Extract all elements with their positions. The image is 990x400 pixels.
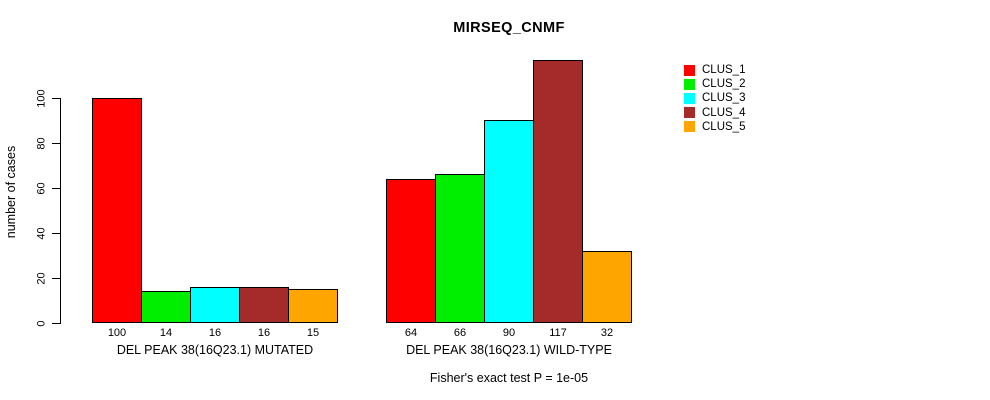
bar-clus_5-group1 [288, 289, 338, 323]
bar-value-label: 16 [257, 327, 271, 339]
y-axis-tick [52, 143, 60, 144]
legend-label: CLUS_1 [702, 64, 746, 76]
bar-value-label: 90 [502, 327, 516, 339]
bar-value-label: 100 [107, 327, 127, 339]
bar-clus_4-group1 [239, 287, 289, 323]
bar-value-label: 16 [208, 327, 222, 339]
chart-title: MIRSEQ_CNMF [453, 20, 565, 36]
y-axis-tick [52, 188, 60, 189]
legend-item: CLUS_3 [684, 92, 745, 104]
bar-value-label: 66 [453, 327, 467, 339]
y-axis-tick [52, 233, 60, 234]
bar-clus_1-group2 [386, 179, 436, 323]
legend-swatch-icon [684, 92, 695, 104]
bar-clus_2-group2 [435, 174, 485, 323]
bar-value-label: 15 [306, 327, 320, 339]
y-axis-label: number of cases [4, 145, 18, 239]
bar-clus_4-group2 [533, 60, 583, 323]
y-axis-tick-label: 80 [35, 136, 48, 150]
legend-swatch-icon [684, 78, 695, 90]
bar-clus_3-group1 [190, 287, 240, 323]
legend-label: CLUS_5 [702, 120, 746, 133]
y-axis-tick-label: 0 [35, 319, 48, 327]
bar-value-label: 64 [404, 327, 418, 339]
legend-label: CLUS_3 [702, 92, 746, 105]
legend-swatch-icon [684, 107, 695, 119]
bar-clus_5-group2 [582, 251, 632, 323]
y-axis-tick [52, 323, 60, 324]
legend-item: CLUS_5 [684, 121, 745, 133]
x-group-label: DEL PEAK 38(16Q23.1) MUTATED [116, 343, 314, 357]
legend-label: CLUS_2 [702, 78, 746, 91]
legend-swatch-icon [684, 64, 695, 76]
bar-value-label: 32 [600, 327, 614, 339]
y-axis-tick-label: 40 [35, 226, 48, 240]
legend-item: CLUS_2 [684, 78, 745, 90]
y-axis-tick-label: 60 [35, 181, 48, 195]
bar-value-label: 14 [159, 327, 173, 339]
x-group-label: DEL PEAK 38(16Q23.1) WILD-TYPE [406, 343, 612, 357]
bar-value-label: 117 [549, 327, 567, 339]
legend-label: CLUS_4 [702, 106, 746, 119]
legend-item: CLUS_1 [684, 64, 745, 76]
y-axis-tick-label: 100 [35, 88, 48, 108]
y-axis-tick [52, 98, 60, 99]
legend-item: CLUS_4 [684, 107, 745, 119]
bar-clus_1-group1 [92, 98, 142, 323]
y-axis-tick [52, 278, 60, 279]
legend-swatch-icon [684, 121, 695, 133]
chart-footer: Fisher's exact test P = 1e-05 [429, 371, 589, 385]
y-axis-line [60, 98, 61, 324]
bar-clus_3-group2 [484, 120, 534, 323]
y-axis-tick-label: 20 [35, 271, 48, 285]
bar-clus_2-group1 [141, 291, 191, 323]
